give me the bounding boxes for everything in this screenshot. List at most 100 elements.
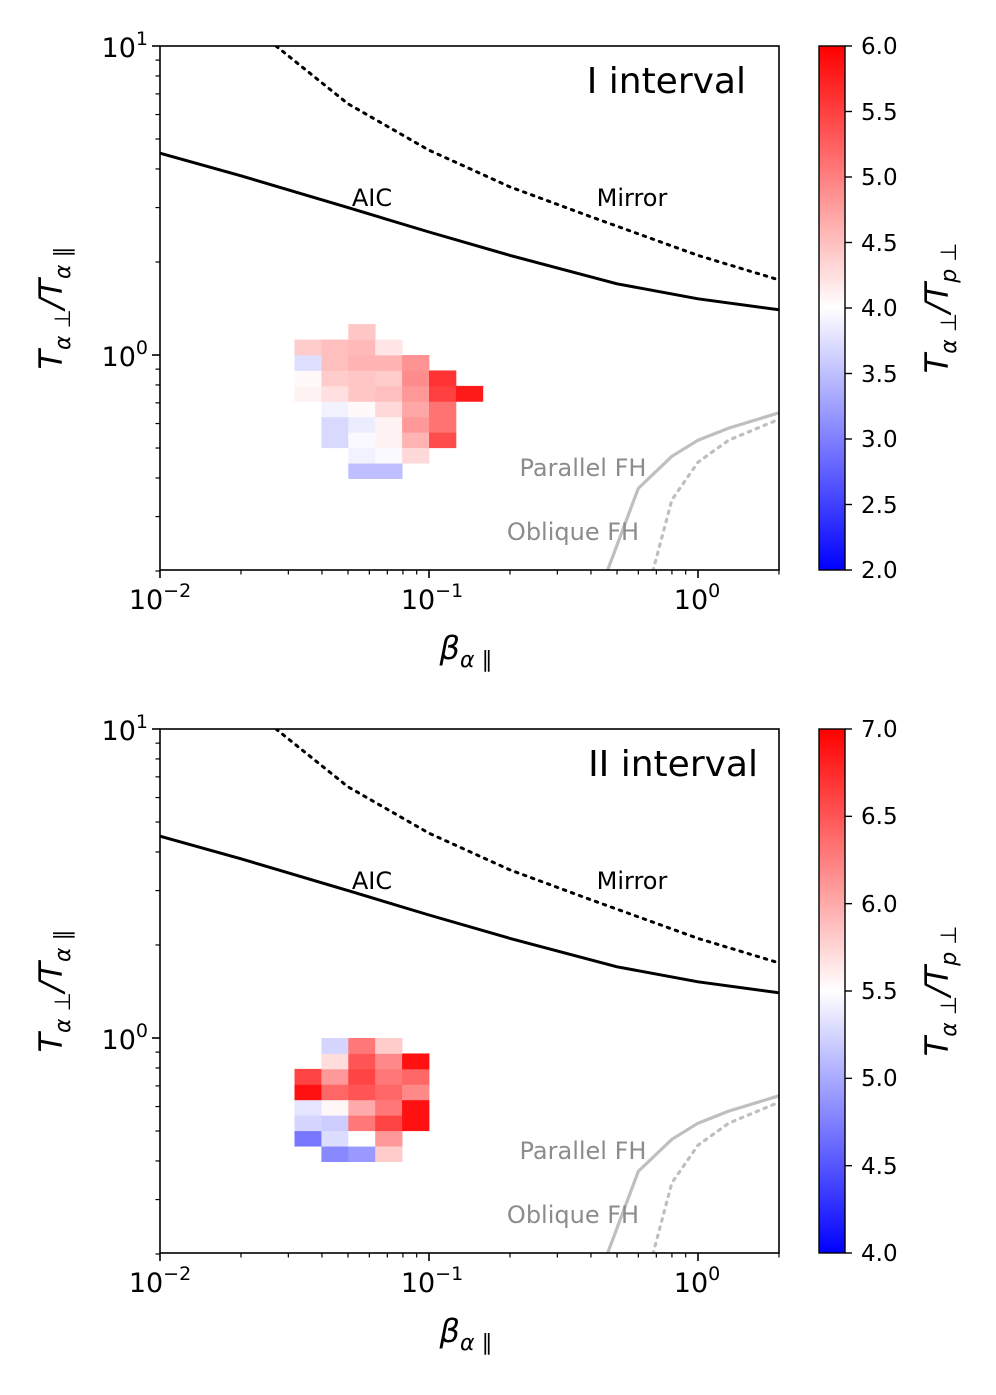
colorbar-tick-label: 5.5 bbox=[861, 979, 898, 1005]
y-ticks bbox=[152, 728, 160, 1255]
colorbar-title: Tα ⊥/Tp ⊥ bbox=[918, 926, 962, 1057]
colorbar-tick-label: 4.5 bbox=[861, 1154, 898, 1180]
heatmap-cell bbox=[321, 339, 349, 356]
heatmap-cell bbox=[294, 1115, 322, 1132]
interval-label: I interval bbox=[587, 61, 746, 102]
heatmap-cell bbox=[348, 385, 376, 402]
colorbar-tick-label: 5.0 bbox=[861, 165, 898, 191]
heatmap-cell bbox=[321, 355, 349, 371]
heatmap-cell bbox=[402, 416, 430, 433]
heatmap-cell bbox=[348, 416, 376, 433]
heatmap-cell bbox=[321, 432, 349, 449]
y-tick-label: 100 bbox=[102, 337, 148, 373]
heatmap-cell bbox=[375, 1084, 403, 1101]
x-ticks bbox=[159, 570, 780, 578]
aic-curve bbox=[160, 151, 779, 312]
colorbar bbox=[818, 45, 846, 571]
plot-frame bbox=[159, 45, 780, 571]
heatmap-cell bbox=[321, 1130, 349, 1147]
heatmap-cell bbox=[348, 370, 376, 387]
heatmap-cell bbox=[321, 1053, 349, 1070]
heatmap-cell bbox=[321, 401, 349, 418]
colorbar-tick-label: 6.5 bbox=[861, 804, 898, 830]
heatmap-cell bbox=[402, 1115, 430, 1132]
heatmap-cell bbox=[375, 447, 403, 464]
heatmap-cell bbox=[321, 370, 349, 387]
oblique-fh-curve bbox=[651, 417, 779, 570]
oblique-fh-label: Oblique FH bbox=[507, 518, 639, 546]
heatmap-cell bbox=[294, 1130, 322, 1147]
heatmap-cell bbox=[348, 1099, 376, 1116]
colorbar-tick-label: 4.0 bbox=[861, 296, 898, 322]
heatmap-cell bbox=[321, 1146, 349, 1162]
heatmap-cell bbox=[348, 324, 376, 340]
panel-interval-2: II interval AIC Mirror Parallel FH Obliq… bbox=[32, 711, 962, 1356]
heatmap-cell bbox=[348, 1130, 376, 1147]
heatmap-cell bbox=[348, 447, 376, 464]
colorbar-tick-label: 4.0 bbox=[861, 1241, 898, 1267]
heatmap-cell bbox=[294, 1084, 322, 1101]
colorbar-tick-label: 3.5 bbox=[861, 362, 898, 388]
heatmap-cell bbox=[294, 401, 322, 418]
heatmap-cell bbox=[402, 1084, 430, 1101]
heatmap-cell bbox=[348, 1038, 376, 1054]
y-tick-label: 101 bbox=[102, 28, 148, 64]
aic-label: AIC bbox=[352, 867, 392, 895]
heatmap-cell bbox=[321, 416, 349, 433]
x-tick-label: 100 bbox=[674, 580, 720, 616]
heatmap-cell bbox=[348, 432, 376, 449]
x-tick-label: 10−1 bbox=[401, 580, 463, 616]
colorbar-tick-label: 5.5 bbox=[861, 100, 898, 126]
heatmap-cell bbox=[375, 385, 403, 402]
x-tick-label: 100 bbox=[674, 1263, 720, 1299]
y-ticks bbox=[152, 45, 160, 572]
heatmap-cell bbox=[402, 370, 430, 387]
heatmap-cell bbox=[294, 370, 322, 387]
y-tick-label: 101 bbox=[102, 711, 148, 747]
heatmap-cell bbox=[294, 355, 322, 371]
heatmap-cell bbox=[375, 1099, 403, 1116]
colorbar-tick-label: 2.5 bbox=[861, 493, 898, 519]
heatmap-cell bbox=[348, 401, 376, 418]
mirror-curve bbox=[274, 729, 779, 965]
y-axis-title: Tα ⊥/Tα ∥ bbox=[32, 929, 76, 1052]
heatmap-cell bbox=[348, 1068, 376, 1085]
heatmap-cell bbox=[402, 1099, 430, 1116]
heatmap-cell bbox=[348, 1146, 376, 1162]
parallel-fh-label: Parallel FH bbox=[520, 454, 647, 482]
heatmap-cell bbox=[348, 1115, 376, 1132]
heatmap-cell bbox=[402, 1068, 430, 1085]
y-tick-label: 100 bbox=[102, 1020, 148, 1056]
parallel-fh-label: Parallel FH bbox=[520, 1137, 647, 1165]
mirror-curve bbox=[274, 46, 779, 282]
heatmap-cell bbox=[375, 1115, 403, 1132]
aic-curve bbox=[160, 834, 779, 995]
x-tick-label: 10−2 bbox=[129, 1263, 191, 1299]
plot-frame bbox=[159, 728, 780, 1254]
heatmap-cell bbox=[294, 1099, 322, 1116]
heatmap-cells bbox=[294, 324, 484, 479]
heatmap-cell bbox=[348, 355, 376, 371]
panel-interval-1: I interval AIC Mirror Parallel FH Obliqu… bbox=[32, 28, 962, 673]
heatmap-cell bbox=[294, 385, 322, 402]
threshold-curves bbox=[160, 729, 779, 1253]
heatmap-cell bbox=[321, 1084, 349, 1101]
x-axis-title: βα ∥ bbox=[439, 1312, 493, 1356]
heatmap-cell bbox=[294, 1068, 322, 1085]
heatmap-cell bbox=[375, 401, 403, 418]
oblique-fh-label: Oblique FH bbox=[507, 1201, 639, 1229]
heatmap-cell bbox=[402, 447, 430, 464]
colorbar-tick-label: 5.0 bbox=[861, 1066, 898, 1092]
y-axis-title: Tα ⊥/Tα ∥ bbox=[32, 246, 76, 369]
heatmap-cell bbox=[375, 416, 403, 433]
heatmap-cell bbox=[375, 432, 403, 449]
colorbar-tick-label: 2.0 bbox=[861, 558, 898, 584]
heatmap-cell bbox=[321, 1068, 349, 1085]
heatmap-cell bbox=[375, 463, 403, 479]
heatmap-cell bbox=[375, 1068, 403, 1085]
colorbar-tick-label: 6.0 bbox=[861, 34, 898, 60]
heatmap-cell bbox=[429, 385, 457, 402]
heatmap-cell bbox=[402, 1053, 430, 1070]
heatmap-cell bbox=[348, 1084, 376, 1101]
colorbar bbox=[818, 728, 846, 1254]
